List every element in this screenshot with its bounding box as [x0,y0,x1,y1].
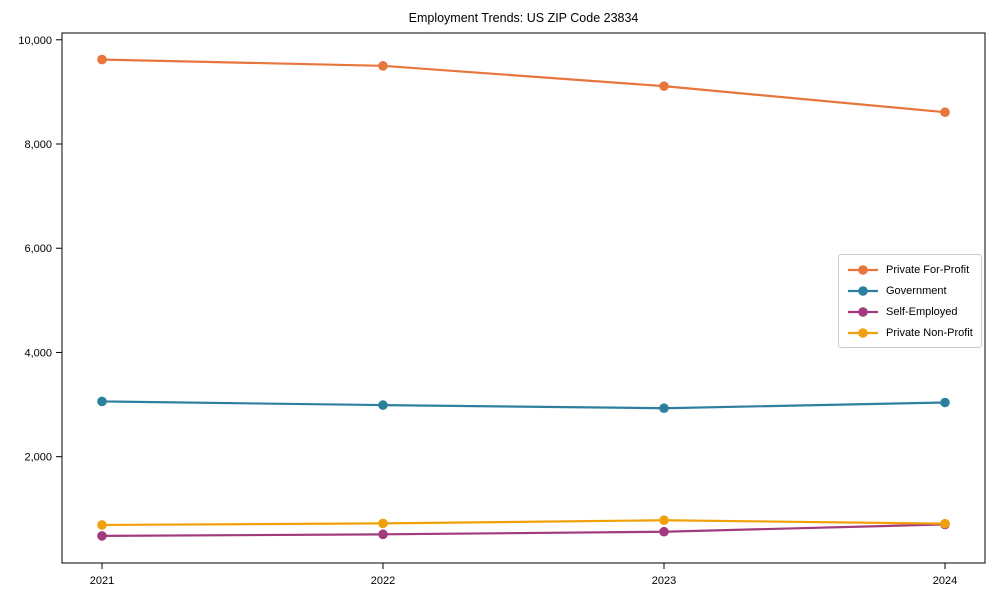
x-tick-label: 2021 [90,575,114,587]
chart-title: Employment Trends: US ZIP Code 23834 [408,11,639,25]
y-tick-label: 4,000 [24,347,52,359]
legend-item: Private For-Profit [847,262,973,278]
data-point [97,520,107,530]
legend: Private For-Profit Government Self-Employe… [838,254,982,348]
legend-marker-icon [848,328,878,338]
legend-marker-icon [848,307,878,317]
x-tick-label: 2022 [371,575,395,587]
series-line [101,523,946,538]
data-point [378,400,388,410]
series-line [101,58,946,114]
x-tick-label: 2024 [933,575,957,587]
series-line [101,400,946,410]
legend-item-label: Private Non-Profit [886,327,973,339]
data-point [378,61,388,71]
data-point [378,518,388,529]
data-point [940,107,950,118]
legend-item: Government [847,283,973,299]
data-point [659,526,669,537]
y-tick-label: 2,000 [24,452,52,464]
data-point [97,54,107,65]
data-point [659,403,669,414]
y-tick-label: 6,000 [24,243,52,255]
y-tick-label: 8,000 [24,139,52,151]
legend-item: Self-Employed [847,304,973,320]
data-point [378,529,388,540]
y-tick-label: 10,000 [18,35,52,47]
data-point [659,515,669,526]
legend-item-label: Self-Employed [886,306,958,318]
legend-item-label: Government [886,285,947,297]
data-point [659,81,669,91]
legend-item-label: Private For-Profit [886,264,970,276]
legend-marker-icon [848,265,878,275]
legend-item: Private Non-Profit [847,325,973,341]
data-point [940,397,950,408]
data-point [97,396,107,407]
data-point [97,531,107,541]
series-line [101,519,946,527]
legend-marker-icon [848,286,878,296]
plot-frame [61,32,986,564]
data-point [940,518,950,529]
x-tick-label: 2023 [652,575,676,587]
